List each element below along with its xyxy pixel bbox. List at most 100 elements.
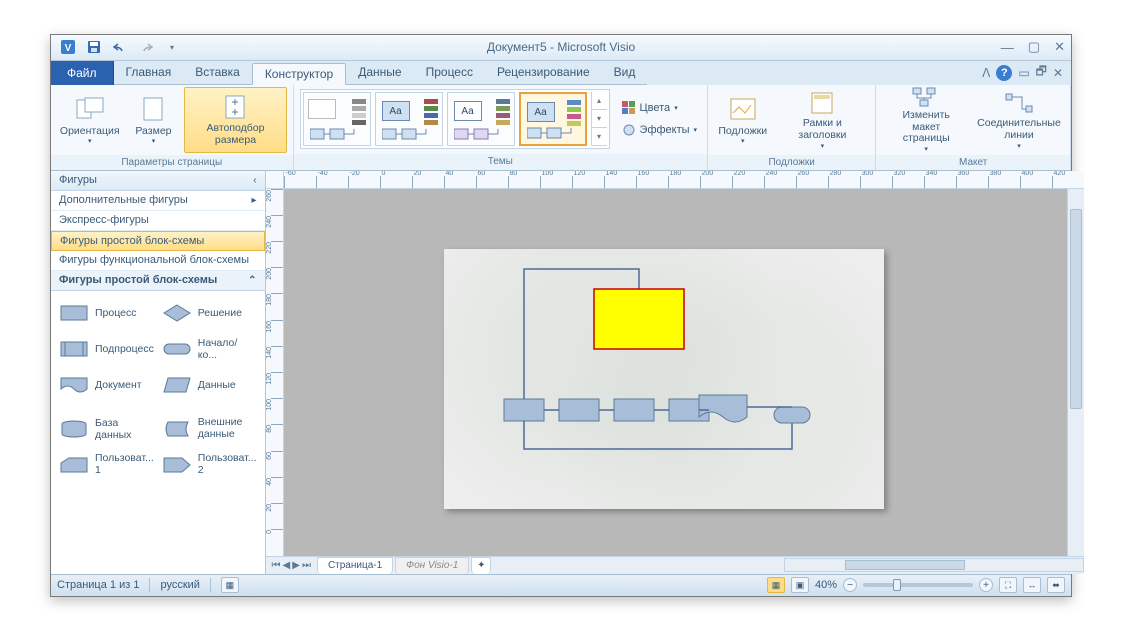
group-label-layout: Макет xyxy=(876,155,1070,170)
zoom-in-button[interactable]: + xyxy=(979,578,993,592)
view-normal-icon[interactable]: ▦ xyxy=(767,577,785,593)
window-title: Документ5 - Microsoft Visio xyxy=(487,40,635,54)
tab-file[interactable]: Файл xyxy=(51,61,114,85)
zoom-out-button[interactable]: − xyxy=(843,578,857,592)
ribbon-group-layout: Изменить макет страницы▾ Соединительные … xyxy=(876,85,1071,170)
tab-insert[interactable]: Вставка xyxy=(183,61,252,85)
fit-width-icon[interactable]: ↔ xyxy=(1023,577,1041,593)
scrollbar-vertical[interactable] xyxy=(1067,189,1084,556)
shape-document[interactable]: Документ xyxy=(55,367,158,403)
shapes-grid: Процесс Решение Подпроцесс Начало/ко... … xyxy=(51,291,265,574)
orientation-button[interactable]: Ориентация▾ xyxy=(57,87,122,153)
shape-decision[interactable]: Решение xyxy=(158,295,261,331)
theme-scroll[interactable]: ▴▾▾ xyxy=(591,92,607,146)
tab-data[interactable]: Данные xyxy=(346,61,413,85)
theme-item-3[interactable]: Aa xyxy=(447,92,515,146)
canvas-area: -60-40-200204060801001201401601802002202… xyxy=(266,171,1084,574)
shapes-section-title: Фигуры простой блок-схемы⌃ xyxy=(51,271,265,291)
tab-process[interactable]: Процесс xyxy=(414,61,485,85)
main-area: Фигуры‹ Дополнительные фигуры▸ Экспресс-… xyxy=(51,171,1071,574)
shape-database[interactable]: База данных xyxy=(55,411,158,447)
shape-subprocess[interactable]: Подпроцесс xyxy=(55,331,158,367)
theme-item-2[interactable]: Aa xyxy=(375,92,443,146)
size-button[interactable]: Размер▾ xyxy=(126,87,180,153)
theme-item-4[interactable]: Aa xyxy=(519,92,587,146)
quick-access-toolbar: V ▾ xyxy=(57,36,183,58)
backgrounds-button[interactable]: Подложки▾ xyxy=(714,87,771,153)
ruler-horizontal: -60-40-200204060801001201401601802002202… xyxy=(284,171,1084,188)
borders-titles-button[interactable]: Рамки и заголовки▾ xyxy=(775,87,869,153)
shapes-header[interactable]: Фигуры‹ xyxy=(51,171,265,191)
theme-gallery[interactable]: Aa Aa Aa ▴▾▾ xyxy=(300,89,610,149)
page-tab-1[interactable]: Страница-1 xyxy=(317,557,393,574)
group-label-themes: Темы xyxy=(294,154,708,170)
shapes-simple-flowchart[interactable]: Фигуры простой блок-схемы xyxy=(51,231,265,251)
shape-external-data[interactable]: Внешние данные xyxy=(158,411,261,447)
shape-custom1[interactable]: Пользоват... 1 xyxy=(55,447,158,483)
shapes-more[interactable]: Дополнительные фигуры▸ xyxy=(51,191,265,211)
redo-icon[interactable] xyxy=(135,36,157,58)
drawing-page[interactable] xyxy=(444,249,884,509)
tab-view[interactable]: Вид xyxy=(602,61,648,85)
theme-colors-button[interactable]: Цвета ▾ xyxy=(618,98,702,118)
ribbon-restore-icon[interactable]: 🗗 xyxy=(1036,62,1047,83)
ribbon-group-themes: Aa Aa Aa ▴▾▾ xyxy=(294,85,709,170)
shapes-functional-flowchart[interactable]: Фигуры функциональной блок-схемы xyxy=(51,251,265,271)
ribbon-close-icon[interactable]: ✕ xyxy=(1053,66,1063,80)
theme-item-1[interactable] xyxy=(303,92,371,146)
ribbon: Ориентация▾ Размер▾ Автоподбор размера П… xyxy=(51,85,1071,171)
shape-terminator[interactable]: Начало/ко... xyxy=(158,331,261,367)
fit-page-icon[interactable]: ⛶ xyxy=(999,577,1017,593)
window-controls: — ▢ ✕ xyxy=(1001,39,1065,55)
shapes-quick[interactable]: Экспресс-фигуры xyxy=(51,211,265,231)
ribbon-group-page-setup: Ориентация▾ Размер▾ Автоподбор размера П… xyxy=(51,85,294,170)
page-tab-add[interactable]: ✦ xyxy=(471,557,491,574)
minimize-button[interactable]: — xyxy=(1001,40,1014,55)
app-icon[interactable]: V xyxy=(57,36,79,58)
connectors-button[interactable]: Соединительные линии▾ xyxy=(974,87,1064,153)
ruler-vertical: 260240220200180160140120100806040200 xyxy=(266,189,284,556)
zoom-value[interactable]: 40% xyxy=(815,579,837,591)
app-window: V ▾ Документ5 - Microsoft Visio — ▢ ✕ Фа… xyxy=(50,34,1072,597)
page-tabs-strip: ⏮◀▶⏭ Страница-1 Фон Visio-1 ✦ xyxy=(266,556,1084,574)
status-page: Страница 1 из 1 xyxy=(57,579,139,591)
status-language[interactable]: русский xyxy=(160,579,199,591)
group-label-backgrounds: Подложки xyxy=(708,155,875,170)
page-nav[interactable]: ⏮◀▶⏭ xyxy=(266,560,317,571)
ribbon-group-backgrounds: Подложки▾ Рамки и заголовки▾ Подложки xyxy=(708,85,876,170)
undo-icon[interactable] xyxy=(109,36,131,58)
ribbon-tabs: Файл Главная Вставка Конструктор Данные … xyxy=(51,61,1071,85)
shape-data[interactable]: Данные xyxy=(158,367,261,403)
titlebar: V ▾ Документ5 - Microsoft Visio — ▢ ✕ xyxy=(51,35,1071,61)
group-label-page-setup: Параметры страницы xyxy=(51,155,293,170)
canvas[interactable] xyxy=(284,189,1067,556)
relayout-button[interactable]: Изменить макет страницы▾ xyxy=(882,87,970,153)
tab-home[interactable]: Главная xyxy=(114,61,184,85)
chevron-right-icon: ▸ xyxy=(252,195,257,206)
shape-process[interactable]: Процесс xyxy=(55,295,158,331)
page-tab-bg[interactable]: Фон Visio-1 xyxy=(395,557,469,574)
save-icon[interactable] xyxy=(83,36,105,58)
qat-dropdown-icon[interactable]: ▾ xyxy=(161,36,183,58)
collapse-icon[interactable]: ‹ xyxy=(253,175,256,186)
section-collapse-icon[interactable]: ⌃ xyxy=(248,275,256,286)
ribbon-min-icon[interactable]: ▭ xyxy=(1018,66,1029,80)
ribbon-collapse-icon[interactable]: ᐱ xyxy=(982,66,990,80)
zoom-controls: ▦ ▣ 40% − + ⛶ ↔ ⬌ xyxy=(767,577,1065,593)
ruler-corner xyxy=(266,171,284,188)
scrollbar-horizontal[interactable] xyxy=(784,558,1084,572)
theme-effects-button[interactable]: Эффекты ▾ xyxy=(618,120,702,140)
pan-icon[interactable]: ⬌ xyxy=(1047,577,1065,593)
tab-design[interactable]: Конструктор xyxy=(252,63,346,85)
tab-review[interactable]: Рецензирование xyxy=(485,61,602,85)
help-icon[interactable]: ? xyxy=(996,65,1012,81)
close-button[interactable]: ✕ xyxy=(1054,39,1065,55)
autofit-button[interactable]: Автоподбор размера xyxy=(184,87,286,153)
maximize-button[interactable]: ▢ xyxy=(1028,39,1040,55)
shape-custom2[interactable]: Пользоват... 2 xyxy=(158,447,261,483)
svg-text:V: V xyxy=(65,43,72,54)
zoom-slider[interactable] xyxy=(863,583,973,587)
status-bar: Страница 1 из 1 русский ▦ ▦ ▣ 40% − + ⛶ … xyxy=(51,574,1071,596)
macro-icon[interactable]: ▦ xyxy=(221,577,239,593)
view-full-icon[interactable]: ▣ xyxy=(791,577,809,593)
